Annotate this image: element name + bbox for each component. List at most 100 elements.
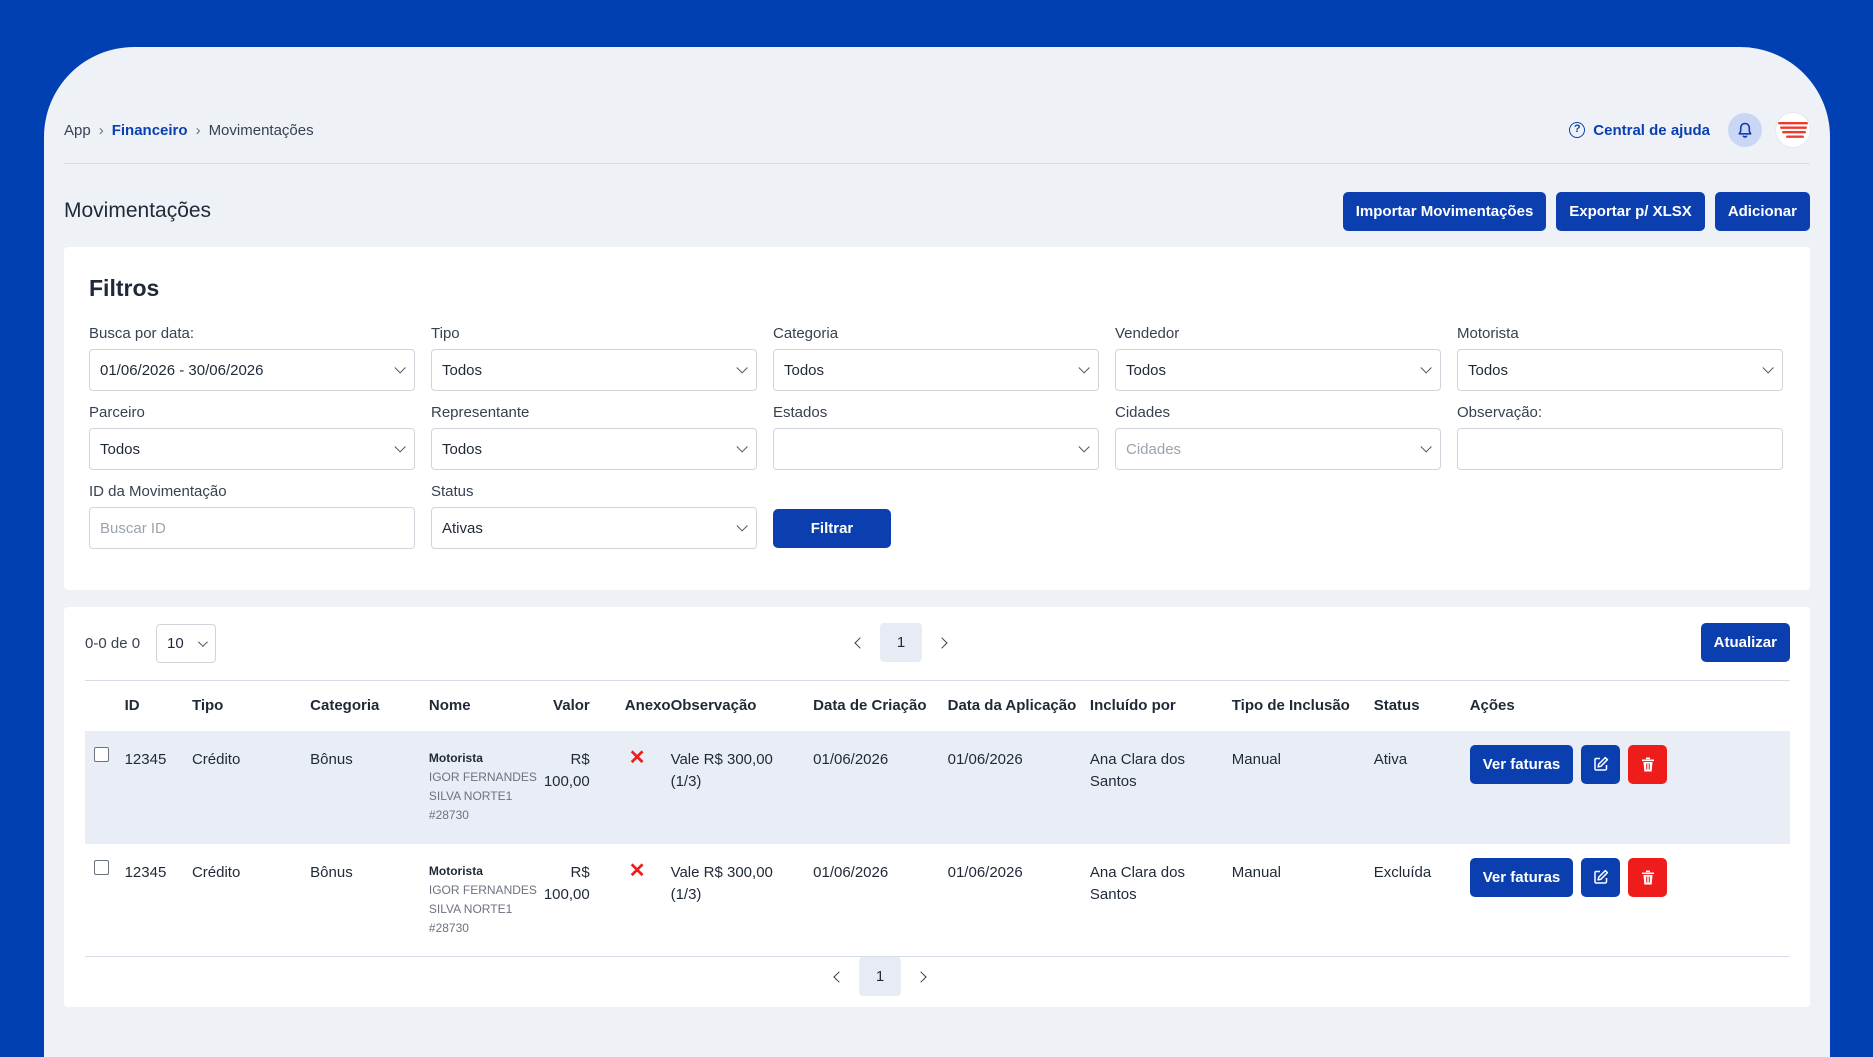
- id-search-input[interactable]: Buscar ID: [89, 507, 415, 549]
- cell-tipo: Crédito: [191, 750, 241, 768]
- date-range-select[interactable]: 01/06/2026 - 30/06/2026: [89, 349, 415, 391]
- chevron-left-icon[interactable]: [833, 970, 845, 983]
- import-button[interactable]: Importar Movimentações: [1342, 191, 1547, 231]
- edit-icon: [1594, 869, 1608, 884]
- cell-valor: R$ 100,00: [543, 750, 590, 790]
- chevron-right-icon: ›: [98, 121, 104, 139]
- chevron-down-icon: [736, 520, 748, 532]
- status-label: Status: [431, 483, 474, 500]
- nome-line: #28730: [428, 920, 469, 935]
- breadcrumb-financeiro[interactable]: Financeiro: [111, 121, 188, 139]
- vendedor-value: Todos: [1126, 361, 1167, 379]
- help-link[interactable]: ? Central de ajuda: [1569, 122, 1710, 139]
- cidades-select[interactable]: Cidades: [1115, 428, 1441, 470]
- status-select[interactable]: Ativas: [431, 507, 757, 549]
- cidades-label: Cidades: [1115, 404, 1171, 421]
- chevron-down-icon: [1078, 441, 1090, 453]
- col-tipo-inclusao[interactable]: Tipo de Inclusão: [1231, 697, 1350, 715]
- delete-button[interactable]: [1628, 857, 1668, 897]
- estados-label: Estados: [773, 404, 828, 421]
- col-status[interactable]: Status: [1373, 697, 1420, 715]
- nome-line: SILVA NORTE1: [428, 788, 513, 803]
- breadcrumb-app[interactable]: App: [64, 121, 91, 139]
- cell-status: Ativa: [1373, 750, 1408, 768]
- chevron-left-icon[interactable]: [854, 636, 866, 649]
- notifications-button[interactable]: [1728, 113, 1762, 147]
- cell-nome: Motorista IGOR FERNANDES SILVA NORTE1 #2…: [429, 844, 544, 957]
- nome-line: #28730: [428, 807, 469, 822]
- refresh-button[interactable]: Atualizar: [1700, 623, 1790, 662]
- nome-line: IGOR FERNANDES: [428, 769, 537, 784]
- motorista-select[interactable]: Todos: [1457, 349, 1783, 391]
- vendedor-select[interactable]: Todos: [1115, 349, 1441, 391]
- table-row[interactable]: 12345 Crédito Bônus Motorista IGOR FERNA…: [85, 730, 1790, 844]
- col-data-criacao[interactable]: Data de Criação: [813, 697, 927, 715]
- incluido-line: Santos: [1089, 772, 1137, 790]
- observacao-line: Vale R$ 300,00: [670, 863, 773, 881]
- parceiro-label: Parceiro: [89, 404, 145, 421]
- cell-observacao: Vale R$ 300,00 (1/3): [671, 731, 814, 844]
- chevron-right-icon[interactable]: [936, 636, 948, 649]
- date-filter-label: Busca por data:: [89, 325, 195, 342]
- col-observacao[interactable]: Observação: [670, 697, 757, 715]
- observacao-input[interactable]: [1457, 428, 1783, 470]
- cell-incluido-por: Ana Clara dos Santos: [1090, 731, 1232, 844]
- brand-logo[interactable]: [1776, 113, 1810, 147]
- page-button[interactable]: 1: [859, 957, 901, 996]
- ver-faturas-button[interactable]: Ver faturas: [1469, 744, 1574, 784]
- result-count: 0-0 de 0: [85, 634, 141, 652]
- observacao-label: Observação:: [1457, 404, 1543, 421]
- help-label: Central de ajuda: [1593, 121, 1710, 139]
- cell-data-aplicacao: 01/06/2026: [947, 750, 1023, 768]
- cell-tipo-inclusao: Manual: [1231, 863, 1281, 881]
- export-xlsx-button[interactable]: Exportar p/ XLSX: [1556, 191, 1705, 231]
- col-categoria[interactable]: Categoria: [310, 697, 380, 715]
- page-button[interactable]: 1: [880, 623, 922, 662]
- col-nome[interactable]: Nome: [428, 697, 471, 715]
- col-data-aplicacao[interactable]: Data da Aplicação: [947, 697, 1077, 715]
- motorista-label: Motorista: [1457, 325, 1519, 342]
- col-incluido-por[interactable]: Incluído por: [1089, 697, 1176, 715]
- cell-observacao: Vale R$ 300,00 (1/3): [671, 844, 814, 957]
- chevron-down-icon: [736, 362, 748, 374]
- edit-button[interactable]: [1581, 857, 1621, 897]
- chevron-down-icon: [1078, 362, 1090, 374]
- table-row[interactable]: 12345 Crédito Bônus Motorista IGOR FERNA…: [85, 844, 1790, 957]
- tipo-select[interactable]: Todos: [431, 349, 757, 391]
- breadcrumb-current: Movimentações: [208, 121, 314, 139]
- chevron-down-icon: [1420, 362, 1432, 374]
- x-mark-icon: ✕: [628, 859, 646, 882]
- categoria-select[interactable]: Todos: [773, 349, 1099, 391]
- brand-logo-icon: [1778, 122, 1808, 138]
- col-id[interactable]: ID: [124, 697, 140, 715]
- filters-title: Filtros: [89, 275, 160, 301]
- chevron-right-icon[interactable]: [915, 970, 927, 983]
- filters-card: Filtros Busca por data: 01/06/2026 - 30/…: [64, 247, 1810, 590]
- chevron-down-icon: [1420, 441, 1432, 453]
- title-row: Movimentações Importar Movimentações Exp…: [64, 191, 1810, 231]
- row-checkbox[interactable]: [94, 746, 109, 762]
- chevron-down-icon: [1762, 362, 1774, 374]
- trash-icon: [1641, 870, 1654, 884]
- col-valor[interactable]: Valor: [553, 697, 590, 715]
- header-divider: [64, 163, 1810, 164]
- add-button[interactable]: Adicionar: [1714, 191, 1810, 231]
- parceiro-select[interactable]: Todos: [89, 428, 415, 470]
- col-acoes: Ações: [1469, 697, 1515, 715]
- filter-button[interactable]: Filtrar: [773, 509, 891, 548]
- ver-faturas-button[interactable]: Ver faturas: [1469, 857, 1574, 897]
- representante-select[interactable]: Todos: [431, 428, 757, 470]
- breadcrumb: App › Financeiro › Movimentações: [64, 122, 314, 139]
- delete-button[interactable]: [1628, 744, 1668, 784]
- estados-select[interactable]: [773, 428, 1099, 470]
- chevron-down-icon: [394, 441, 406, 453]
- col-anexo[interactable]: Anexo: [624, 697, 671, 715]
- per-page-select[interactable]: 10: [156, 623, 217, 663]
- row-checkbox[interactable]: [94, 859, 109, 875]
- edit-button[interactable]: [1581, 744, 1621, 784]
- table-card: 0-0 de 0 10 1 Atualizar ID Tipo: [64, 607, 1810, 1007]
- cell-id: 12345: [124, 863, 167, 881]
- cell-data-criacao: 01/06/2026: [813, 750, 889, 768]
- tipo-label: Tipo: [431, 325, 460, 342]
- col-tipo[interactable]: Tipo: [191, 697, 224, 715]
